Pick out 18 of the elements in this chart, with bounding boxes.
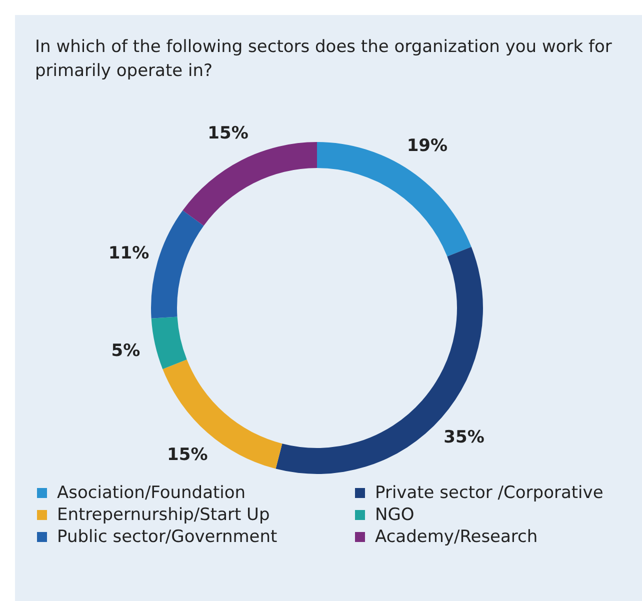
donut-slice [151, 316, 187, 370]
data-label: 15% [208, 123, 248, 144]
chart-title: In which of the following sectors does the organization you work for primarily operate in? [34, 36, 613, 83]
data-label: 35% [444, 428, 484, 448]
donut-slice [151, 210, 204, 318]
data-label: 15% [167, 445, 208, 466]
data-label: 19% [406, 136, 448, 156]
donut-slice [182, 142, 317, 226]
legend-label: Asociation/Foundation [57, 483, 246, 503]
donut-slice [276, 246, 483, 474]
legend-label: Entrepernurship/Start Up [57, 505, 270, 525]
legend-label: Academy/Research [375, 527, 538, 547]
legend-label: NGO [375, 505, 414, 525]
data-label: 11% [108, 243, 150, 264]
donut-slice [162, 360, 282, 469]
data-label: 5% [111, 340, 140, 361]
legend-label: Private sector /Corporative [375, 483, 604, 503]
legend-label: Public sector/Government [57, 527, 278, 547]
